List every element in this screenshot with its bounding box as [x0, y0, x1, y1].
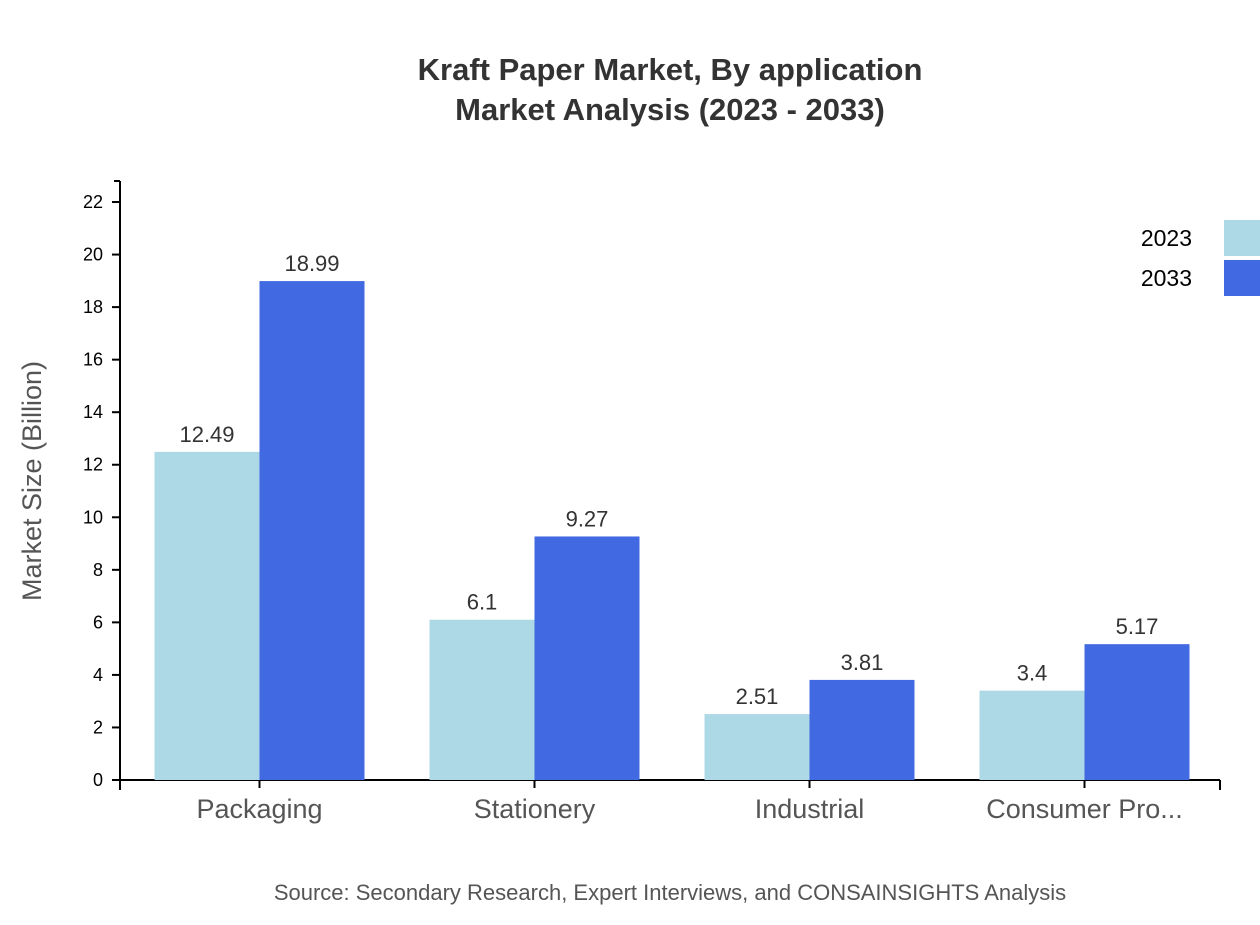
- source-note: Source: Secondary Research, Expert Inter…: [274, 880, 1066, 905]
- bar-value-label: 6.1: [467, 590, 498, 615]
- chart-title-line-1: Kraft Paper Market, By application: [418, 52, 923, 87]
- y-tick-label: 20: [83, 245, 103, 265]
- bar-2033-1: [534, 536, 640, 780]
- y-tick-label: 22: [83, 192, 103, 212]
- x-tick-label: Consumer Pro...: [986, 794, 1183, 824]
- bar-value-labels: 12.49 18.99 6.1 9.27 2.51 3.81 3.4 5.17: [179, 251, 1158, 709]
- y-tick-label: 18: [83, 297, 103, 317]
- y-tick-label: 4: [93, 665, 103, 685]
- y-axis-label: Market Size (Billion): [17, 361, 47, 601]
- x-tick-label: Industrial: [755, 794, 865, 824]
- bar-value-label: 2.51: [736, 684, 779, 709]
- x-tick-label: Packaging: [196, 794, 322, 824]
- y-tick-label: 6: [93, 612, 103, 632]
- legend: 2023 2033: [1141, 220, 1260, 296]
- chart-title: Kraft Paper Market, By application Marke…: [418, 52, 923, 127]
- bar-2033-0: [259, 281, 365, 780]
- y-tick-label: 12: [83, 455, 103, 475]
- bar-value-label: 3.81: [841, 650, 884, 675]
- bar-2033-3: [1084, 644, 1190, 780]
- y-tick-label: 8: [93, 560, 103, 580]
- legend-label-2033: 2033: [1141, 265, 1192, 291]
- legend-swatch-2033: [1224, 260, 1260, 296]
- y-tick-label: 2: [93, 717, 103, 737]
- y-axis: 0 2 4 6 8 10 12 14 16 18 20 22: [83, 180, 121, 790]
- bar-2023-0: [154, 451, 260, 780]
- bar-2023-3: [979, 690, 1085, 780]
- y-tick-label: 10: [83, 507, 103, 527]
- bar-value-label: 18.99: [284, 251, 339, 276]
- bar-2023-2: [704, 714, 810, 780]
- legend-label-2023: 2023: [1141, 225, 1192, 251]
- y-tick-label: 14: [83, 402, 103, 422]
- x-tick-label: Stationery: [474, 794, 596, 824]
- bar-value-label: 5.17: [1116, 614, 1159, 639]
- chart-title-line-2: Market Analysis (2023 - 2033): [455, 92, 885, 127]
- x-axis: Packaging Stationery Industrial Consumer Pr…: [119, 779, 1221, 824]
- bars: [154, 281, 1190, 780]
- bar-2023-1: [429, 619, 535, 780]
- y-tick-label: 0: [93, 770, 103, 790]
- bar-value-label: 9.27: [566, 506, 609, 531]
- bar-2033-2: [809, 679, 915, 780]
- legend-swatch-2023: [1224, 220, 1260, 256]
- y-tick-label: 16: [83, 350, 103, 370]
- bar-value-label: 3.4: [1017, 661, 1048, 686]
- bar-value-label: 12.49: [179, 422, 234, 447]
